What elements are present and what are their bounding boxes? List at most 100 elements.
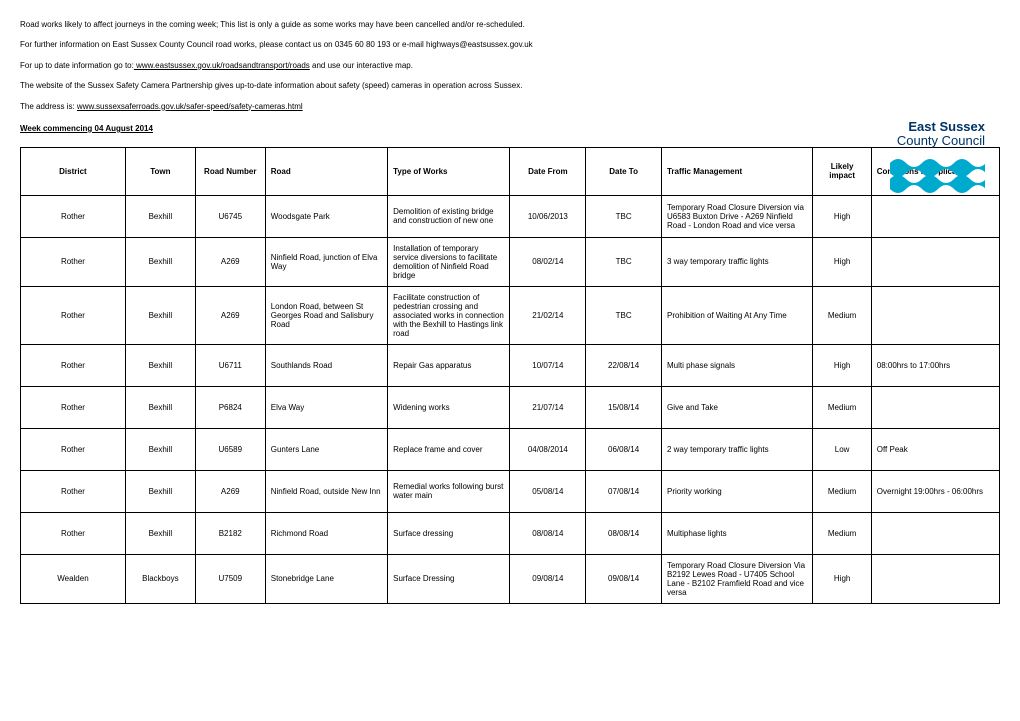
cell-town: Bexhill [125,512,195,554]
cell-district: Rother [21,195,126,237]
cell-road: London Road, between St Georges Road and… [265,286,387,344]
cell-impact: High [813,237,871,286]
cell-traffic: Priority working [661,470,813,512]
cell-town: Bexhill [125,386,195,428]
cell-type: Remedial works following burst water mai… [388,470,510,512]
cell-impact: High [813,195,871,237]
cell-cond [871,554,999,603]
cell-impact: High [813,344,871,386]
cell-cond [871,237,999,286]
cell-cond [871,195,999,237]
cell-impact: High [813,554,871,603]
cell-to: TBC [586,237,662,286]
intro-p2: For further information on East Sussex C… [20,40,1000,50]
cell-impact: Medium [813,470,871,512]
table-row: RotherBexhillU6589Gunters LaneReplace fr… [21,428,1000,470]
cell-roadnum: U6589 [195,428,265,470]
cell-to: 06/08/14 [586,428,662,470]
council-logo: East Sussex County Council [890,120,985,195]
cell-road: Richmond Road [265,512,387,554]
cell-road: Woodsgate Park [265,195,387,237]
intro-p4: The website of the Sussex Safety Camera … [20,81,1000,91]
cell-roadnum: A269 [195,237,265,286]
th-impact: Likely impact [813,147,871,195]
cell-road: Gunters Lane [265,428,387,470]
cell-roadnum: U7509 [195,554,265,603]
cell-type: Surface dressing [388,512,510,554]
cell-roadnum: A269 [195,286,265,344]
cell-impact: Low [813,428,871,470]
cell-type: Repair Gas apparatus [388,344,510,386]
th-from: Date From [510,147,586,195]
cell-impact: Medium [813,512,871,554]
week-heading: Week commencing 04 August 2014 [20,124,1000,133]
cell-roadnum: U6745 [195,195,265,237]
cell-roadnum: U6711 [195,344,265,386]
cell-traffic: Prohibition of Waiting At Any Time [661,286,813,344]
cell-impact: Medium [813,386,871,428]
cell-roadnum: P6824 [195,386,265,428]
table-row: RotherBexhillU6745Woodsgate ParkDemoliti… [21,195,1000,237]
table-row: RotherBexhillA269London Road, between St… [21,286,1000,344]
cell-from: 08/08/14 [510,512,586,554]
table-row: RotherBexhillB2182Richmond RoadSurface d… [21,512,1000,554]
cell-traffic: Temporary Road Closure Diversion via U65… [661,195,813,237]
cell-district: Rother [21,386,126,428]
intro-block: Road works likely to affect journeys in … [20,20,1000,112]
th-roadnum: Road Number [195,147,265,195]
cell-district: Rother [21,286,126,344]
cell-cond [871,286,999,344]
cell-to: TBC [586,286,662,344]
th-road: Road [265,147,387,195]
cell-type: Facilitate construction of pedestrian cr… [388,286,510,344]
cell-town: Bexhill [125,470,195,512]
cell-town: Bexhill [125,286,195,344]
cell-from: 10/06/2013 [510,195,586,237]
intro-p5: The address is: www.sussexsaferroads.gov… [20,102,1000,112]
cell-town: Bexhill [125,237,195,286]
table-row: RotherBexhillP6824Elva WayWidening works… [21,386,1000,428]
cell-traffic: 2 way temporary traffic lights [661,428,813,470]
table-header-row: District Town Road Number Road Type of W… [21,147,1000,195]
cell-traffic: 3 way temporary traffic lights [661,237,813,286]
link-roadsandtransport[interactable]: www.eastsussex.gov.uk/roadsandtransport/… [134,61,310,70]
th-district: District [21,147,126,195]
th-type: Type of Works [388,147,510,195]
cell-cond: Overnight 19:00hrs - 06:00hrs [871,470,999,512]
cell-roadnum: A269 [195,470,265,512]
cell-cond: 08:00hrs to 17:00hrs [871,344,999,386]
table-row: RotherBexhillU6711Southlands RoadRepair … [21,344,1000,386]
cell-from: 21/02/14 [510,286,586,344]
cell-cond [871,512,999,554]
cell-traffic: Temporary Road Closure Diversion Via B21… [661,554,813,603]
cell-traffic: Multi phase signals [661,344,813,386]
cell-town: Bexhill [125,195,195,237]
cell-road: Ninfield Road, junction of Elva Way [265,237,387,286]
cell-type: Installation of temporary service divers… [388,237,510,286]
roadworks-table: District Town Road Number Road Type of W… [20,147,1000,604]
cell-to: TBC [586,195,662,237]
cell-roadnum: B2182 [195,512,265,554]
cell-type: Widening works [388,386,510,428]
cell-road: Stonebridge Lane [265,554,387,603]
logo-line1: East Sussex [890,120,985,134]
cell-traffic: Multiphase lights [661,512,813,554]
intro-p1: Road works likely to affect journeys in … [20,20,1000,30]
cell-district: Rother [21,470,126,512]
table-row: RotherBexhillA269Ninfield Road, junction… [21,237,1000,286]
cell-road: Ninfield Road, outside New Inn [265,470,387,512]
cell-cond: Off Peak [871,428,999,470]
cell-town: Bexhill [125,428,195,470]
cell-type: Surface Dressing [388,554,510,603]
cell-town: Bexhill [125,344,195,386]
th-to: Date To [586,147,662,195]
cell-traffic: Give and Take [661,386,813,428]
intro-p3: For up to date information go to: www.ea… [20,61,1000,71]
cell-from: 05/08/14 [510,470,586,512]
cell-town: Blackboys [125,554,195,603]
cell-from: 04/08/2014 [510,428,586,470]
cell-district: Wealden [21,554,126,603]
cell-from: 08/02/14 [510,237,586,286]
table-row: RotherBexhillA269Ninfield Road, outside … [21,470,1000,512]
link-saferroads[interactable]: www.sussexsaferroads.gov.uk/safer-speed/… [77,102,303,111]
